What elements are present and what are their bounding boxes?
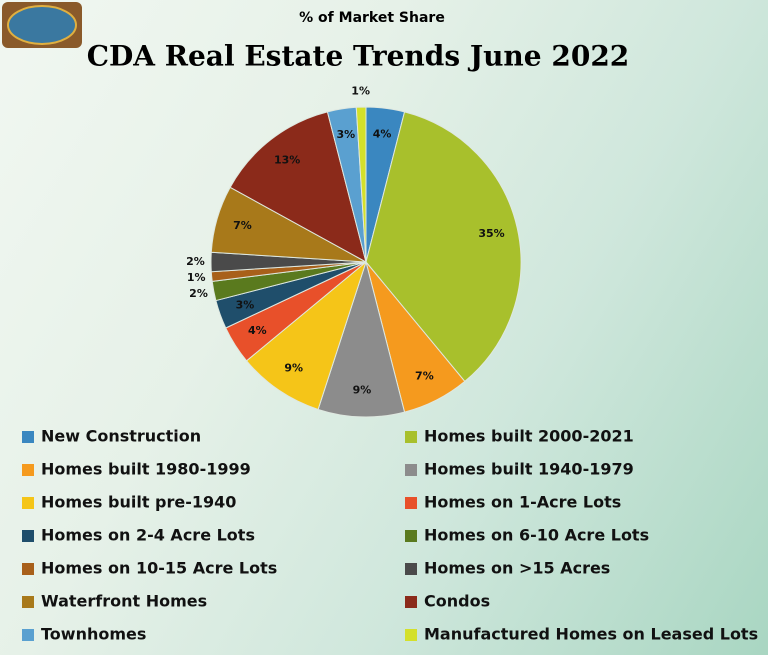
data-label: 9% bbox=[353, 384, 372, 397]
data-label: 4% bbox=[248, 324, 267, 337]
legend-label: Homes on 2-4 Acre Lots bbox=[41, 526, 255, 545]
data-label: 13% bbox=[274, 153, 300, 166]
legend-label: Homes on >15 Acres bbox=[424, 559, 610, 578]
legend-swatch bbox=[22, 431, 34, 443]
legend-label: Homes built 1980-1999 bbox=[41, 460, 251, 479]
legend-swatch bbox=[405, 464, 417, 476]
data-label: 3% bbox=[337, 128, 356, 141]
logo bbox=[2, 2, 82, 48]
legend-swatch bbox=[405, 431, 417, 443]
data-label: 9% bbox=[284, 361, 303, 374]
legend-swatch bbox=[22, 530, 34, 542]
data-label: 7% bbox=[415, 370, 434, 383]
legend-label: Homes built pre-1940 bbox=[41, 493, 236, 512]
legend-swatch bbox=[22, 596, 34, 608]
legend-label: Townhomes bbox=[41, 625, 146, 644]
data-label: 35% bbox=[478, 227, 504, 240]
legend-swatch bbox=[405, 497, 417, 509]
legend-swatch bbox=[22, 464, 34, 476]
legend-label: Homes on 6-10 Acre Lots bbox=[424, 526, 649, 545]
legend-swatch bbox=[22, 629, 34, 641]
chart-subtitle: % of Market Share bbox=[299, 10, 445, 26]
legend-label: Homes on 1-Acre Lots bbox=[424, 493, 621, 512]
pie-slice bbox=[245, 260, 368, 411]
chart-title: CDA Real Estate Trends June 2022 bbox=[87, 40, 630, 73]
data-label: 7% bbox=[233, 219, 252, 232]
legend-label: New Construction bbox=[41, 427, 201, 446]
legend-swatch bbox=[22, 563, 34, 575]
pie-slice bbox=[229, 111, 367, 263]
legend-label: Manufactured Homes on Leased Lots bbox=[424, 625, 758, 644]
data-label: 4% bbox=[373, 127, 392, 140]
data-label: 2% bbox=[186, 255, 205, 268]
pie-slice bbox=[365, 111, 522, 383]
legend-swatch bbox=[405, 596, 417, 608]
data-label: 2% bbox=[189, 287, 208, 300]
legend-label: Homes built 1940-1979 bbox=[424, 460, 634, 479]
legend-label: Homes built 2000-2021 bbox=[424, 427, 634, 446]
legend-label: Homes on 10-15 Acre Lots bbox=[41, 559, 277, 578]
pie-slice bbox=[355, 106, 367, 263]
data-label: 1% bbox=[351, 85, 370, 98]
pie-slice bbox=[317, 260, 406, 418]
data-label: 3% bbox=[236, 299, 255, 312]
legend-label: Condos bbox=[424, 592, 490, 611]
legend-swatch bbox=[405, 530, 417, 542]
logo-badge bbox=[7, 5, 77, 45]
legend-swatch bbox=[405, 563, 417, 575]
legend-swatch bbox=[22, 497, 34, 509]
legend-label: Waterfront Homes bbox=[41, 592, 207, 611]
data-label: 1% bbox=[187, 271, 206, 284]
legend-swatch bbox=[405, 629, 417, 641]
